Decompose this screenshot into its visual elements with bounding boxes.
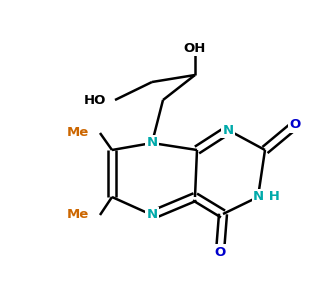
Text: N H: N H: [252, 190, 279, 204]
Text: OH: OH: [184, 42, 206, 54]
Text: O: O: [289, 118, 301, 132]
Text: Me: Me: [67, 127, 89, 139]
Text: HO: HO: [84, 93, 106, 106]
Text: O: O: [214, 246, 226, 258]
Text: N: N: [147, 137, 158, 149]
Text: N: N: [147, 209, 158, 222]
Text: N: N: [222, 124, 233, 137]
Text: Me: Me: [67, 209, 89, 222]
